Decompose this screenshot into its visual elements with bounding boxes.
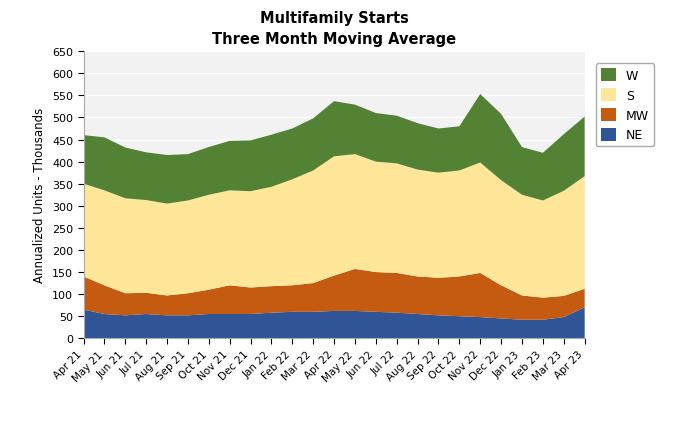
Legend: W, S, MW, NE: W, S, MW, NE — [596, 64, 654, 147]
Y-axis label: Annualized Units - Thousands: Annualized Units - Thousands — [33, 108, 47, 283]
Title: Multifamily Starts
Three Month Moving Average: Multifamily Starts Three Month Moving Av… — [212, 11, 456, 47]
